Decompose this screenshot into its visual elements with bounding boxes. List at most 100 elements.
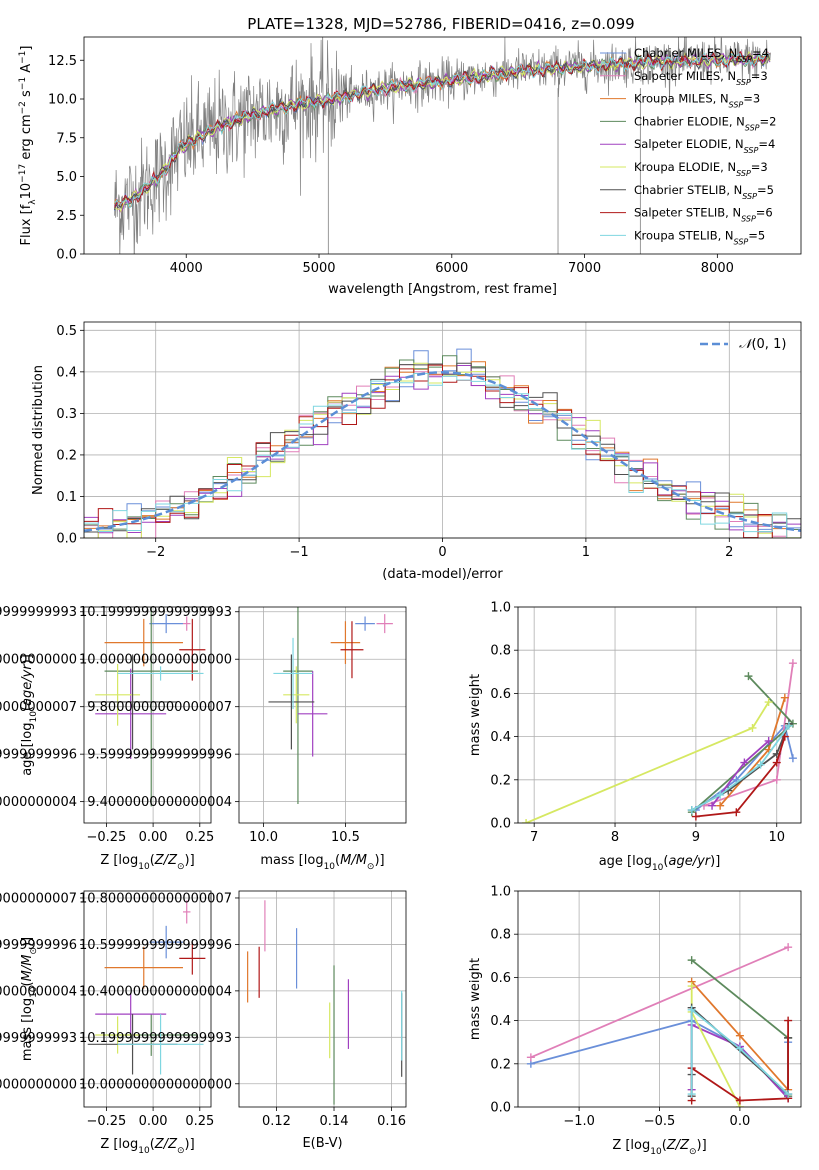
x-axis-label: (data-model)/error <box>382 567 503 582</box>
y-tick-label: 0.8 <box>490 928 511 943</box>
y-tick-label: 9.4000000000000004 <box>87 795 232 810</box>
weight-marker <box>740 758 749 767</box>
legend-entry: Chabrier MILES, NSSP=4 <box>634 46 769 64</box>
weight-marker <box>772 775 781 784</box>
normal-curve <box>84 371 801 532</box>
weight-marker <box>687 982 696 991</box>
y-axis-label-group: age [log10(age/yr)] <box>20 654 39 776</box>
x-tick-label: 8000 <box>701 261 734 276</box>
weight_vs_Z-series <box>526 943 793 1107</box>
y-tick-label: 10.0000000000000000 <box>79 653 232 668</box>
y-tick-label: 5.0 <box>56 170 77 185</box>
weight-line <box>530 946 789 1059</box>
x-tick-label: 5000 <box>302 261 335 276</box>
y-tick-label: 10.8000000000000007 <box>79 891 232 906</box>
y-tick-label: 10.5999999999999996 <box>79 938 232 953</box>
y-axis-label-group: Flux [fλ10−17 erg cm−2 s−1 A−1] <box>18 46 38 246</box>
y-tick-label: 10.8000000000000007 <box>0 891 77 906</box>
weight-marker <box>522 819 531 823</box>
x-axis-label: Z [log10(Z/Z⊙)] <box>100 1137 194 1156</box>
y-tick-label: 1.0 <box>490 885 511 900</box>
histogram-step <box>84 361 801 538</box>
y-tick-label: 9.5999999999999996 <box>0 748 77 763</box>
weight-marker <box>716 790 725 799</box>
x-tick-label: 0.12 <box>262 1114 291 1129</box>
y-tick-label: 10.5999999999999996 <box>0 938 77 953</box>
y-tick-label: 10.1999999999999993 <box>0 605 77 620</box>
spectrum-frame <box>83 36 802 255</box>
weight-line <box>691 725 790 811</box>
x-tick-label: 1 <box>582 545 590 560</box>
x-tick-label: −1 <box>290 545 309 560</box>
weight-marker <box>526 1053 535 1062</box>
legend-entry: 𝒩(0, 1) <box>739 337 786 352</box>
y-tick-label: 9.8000000000000007 <box>87 700 232 715</box>
weight-marker <box>735 1044 744 1053</box>
y-tick-label: 10.1999999999999993 <box>79 605 232 620</box>
x-tick-label: 7000 <box>568 261 601 276</box>
weight_vs_Z-axes: −1.0 −0.5 0.0 0.0 0.2 0.4 0.6 0.8 1.0 <box>490 885 801 1129</box>
mass_vs_Z-frame <box>83 890 212 1108</box>
weight-line <box>690 986 741 1107</box>
legend-entry: Kroupa ELODIE, NSSP=3 <box>634 160 768 178</box>
weight-marker <box>687 806 696 815</box>
histogram-step <box>84 365 801 538</box>
weight-line <box>525 701 770 823</box>
weight-marker <box>784 1090 793 1099</box>
y-tick-label: 0.3 <box>56 407 77 422</box>
x-axis-label: age [log10(age/yr)] <box>599 854 721 873</box>
y-tick-label: 10.0000000000000000 <box>0 653 77 668</box>
weight-marker <box>748 723 757 732</box>
y-tick-label: 0.4 <box>490 730 511 745</box>
histogram-step <box>84 362 801 535</box>
y-tick-label: 9.8000000000000007 <box>0 700 77 715</box>
legend-entry: Salpeter STELIB, NSSP=6 <box>634 206 773 224</box>
weight-marker <box>764 698 773 707</box>
y-axis-label: age [log10(age/yr)] <box>20 654 39 776</box>
y-tick-label: 0.2 <box>56 448 77 463</box>
x-tick-label: 4000 <box>170 261 203 276</box>
x-tick-label: −2 <box>146 545 165 560</box>
x-tick-label: 0.0 <box>730 1114 751 1129</box>
weight-marker <box>784 1016 793 1025</box>
x-tick-label: 9 <box>692 830 700 845</box>
weight-marker <box>735 1096 744 1105</box>
y-tick-label: 0.0 <box>490 817 511 832</box>
y-tick-label: 0.0 <box>56 532 77 547</box>
y-tick-label: 0.0 <box>490 1101 511 1116</box>
weight-marker <box>772 758 781 767</box>
x-tick-label: −0.5 <box>644 1114 676 1129</box>
x-axis-label: E(B-V) <box>302 1136 342 1151</box>
x-tick-label: −0.25 <box>86 830 126 845</box>
mass_vs_Z-axes: −0.25 0.00 0.25 10.0000000000000000 10.19999… <box>0 891 214 1129</box>
x-tick-label: 8 <box>611 830 619 845</box>
weight-marker <box>691 812 700 821</box>
y-tick-label: 7.5 <box>56 131 77 146</box>
mass_vs_ebv-frame <box>238 890 407 1108</box>
model-spectrum <box>114 51 771 209</box>
histogram-step <box>84 364 801 538</box>
x-axis-label: wavelength [Angstrom, rest frame] <box>328 282 557 297</box>
y-tick-label: 0.4 <box>490 1014 511 1029</box>
legend-entry: Chabrier STELIB, NSSP=5 <box>634 183 774 201</box>
weight_vs_Z-frame <box>517 890 802 1108</box>
residuals-frame <box>83 321 802 539</box>
x-tick-label: 0.00 <box>139 830 168 845</box>
legend-entry: Salpeter ELODIE, NSSP=4 <box>634 137 775 155</box>
y-tick-label: 10.4000000000000004 <box>0 984 77 999</box>
figure-title: PLATE=1328, MJD=52786, FIBERID=0416, z=0… <box>247 15 634 33</box>
x-axis-label: Z [log10(Z/Z⊙)] <box>100 853 194 872</box>
legend-entry: Chabrier ELODIE, NSSP=2 <box>634 114 776 131</box>
weight-marker <box>687 1005 696 1014</box>
histogram-step <box>84 362 801 538</box>
y-tick-label: 0.8 <box>490 644 511 659</box>
y-tick-label: 0.4 <box>56 365 77 380</box>
age_vs_mass-frame <box>238 606 407 824</box>
y-tick-label: 0.1 <box>56 490 77 505</box>
x-tick-label: 10.5 <box>331 830 360 845</box>
histogram-step <box>84 355 801 534</box>
y-tick-label: 0.6 <box>490 971 511 986</box>
y-axis-label-group: mass weight <box>468 674 483 756</box>
y-tick-label: 9.4000000000000004 <box>0 795 77 810</box>
